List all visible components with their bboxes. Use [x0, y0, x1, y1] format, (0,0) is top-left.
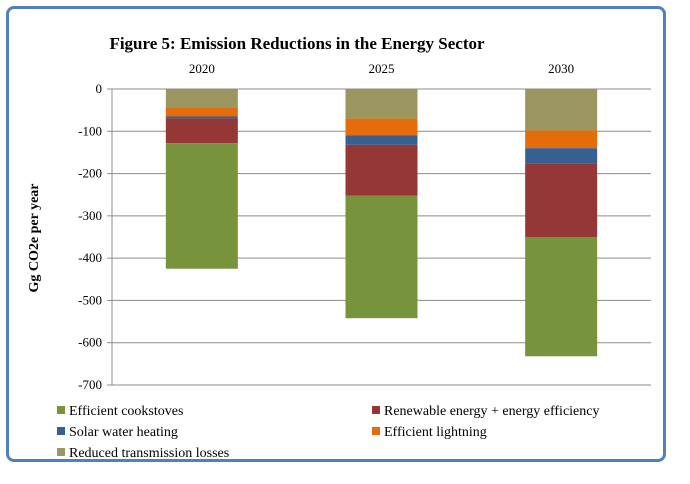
legend-label: Reduced transmission losses [69, 446, 229, 461]
bars [165, 89, 598, 357]
legend-swatch [57, 406, 65, 414]
bar-segment [525, 163, 598, 237]
y-tick-label: -500 [78, 292, 102, 307]
y-tick-label: -400 [78, 250, 102, 265]
bar-segment [525, 130, 598, 149]
bar-segment [165, 116, 238, 119]
chart-title: Figure 5: Emission Reductions in the Ene… [109, 34, 485, 53]
y-axis-label: Gg CO2e per year [27, 184, 42, 293]
category-label: 2025 [369, 61, 395, 76]
legend-label: Solar water heating [69, 425, 178, 440]
bar-segment [165, 143, 238, 269]
legend-label: Renewable energy + energy efficiency [384, 404, 599, 419]
bar-segment [345, 135, 418, 145]
bar-segment [345, 89, 418, 119]
category-label: 2030 [548, 61, 574, 76]
y-tick-label: -600 [78, 335, 102, 350]
y-tick-label: -100 [78, 123, 102, 138]
bar-segment [345, 195, 418, 319]
bar-segment [525, 237, 598, 357]
y-tick-label: -200 [78, 166, 102, 181]
legend-label: Efficient cookstoves [69, 404, 183, 419]
legend: Efficient cookstoves Renewable energy + e… [57, 404, 599, 461]
bar-segment [165, 89, 238, 108]
legend-label: Efficient lightning [384, 425, 487, 440]
legend-swatch [372, 406, 380, 414]
y-tick-label: -300 [78, 208, 102, 223]
bar-segment [345, 144, 418, 196]
bar-segment [525, 148, 598, 164]
bar-segment [165, 107, 238, 117]
bar-segment [525, 89, 598, 131]
bar-segment [345, 118, 418, 136]
legend-swatch [57, 427, 65, 435]
legend-swatch [372, 427, 380, 435]
category-label: 2020 [189, 61, 215, 76]
axes: 0 -100 -200 -300 -400 -500 -600 -700 2020 2025 203… [78, 61, 651, 392]
y-tick-label: 0 [96, 81, 103, 96]
legend-swatch [57, 448, 65, 456]
y-tick-label: -700 [78, 377, 102, 392]
bar-segment [165, 118, 238, 144]
